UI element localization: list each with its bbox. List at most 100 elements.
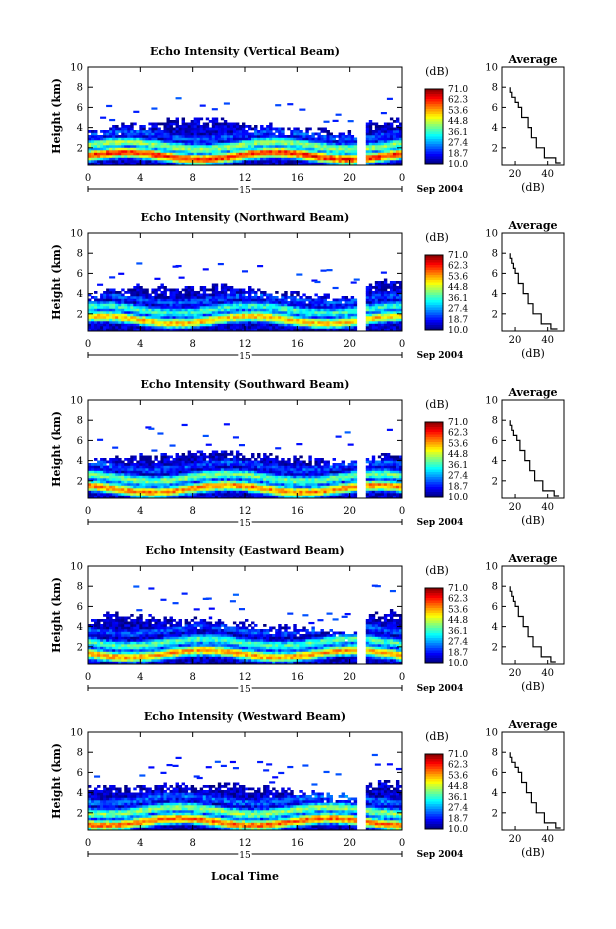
heatmap-cell — [368, 321, 373, 324]
heatmap-cell — [305, 483, 309, 486]
heatmap-cell — [284, 478, 288, 481]
heatmap-cell — [281, 137, 285, 141]
heatmap-cell — [193, 125, 198, 128]
heatmap-cell — [169, 483, 173, 486]
heatmap-cell — [232, 478, 237, 481]
heatmap-cell — [148, 296, 152, 299]
heatmap-cell — [127, 318, 131, 322]
heatmap-cell — [299, 490, 303, 494]
heatmap-cell — [238, 488, 243, 491]
heatmap-cell — [151, 155, 155, 158]
heatmap-cell — [217, 453, 222, 456]
heatmap-cell — [130, 125, 134, 128]
heatmap-cell — [109, 160, 113, 163]
heatmap-cell — [100, 142, 104, 146]
heatmap-cell — [97, 162, 101, 166]
heatmap-cell — [232, 473, 237, 476]
heatmap-cell — [320, 150, 324, 153]
heatmap-cell — [148, 160, 152, 163]
heatmap-cell — [178, 313, 182, 317]
heatmap-cell — [377, 137, 382, 141]
heatmap-cell — [115, 157, 119, 161]
heatmap-cell — [130, 293, 134, 297]
heatmap-cell — [91, 150, 95, 153]
heatmap-cell — [257, 145, 261, 148]
heatmap-cell — [214, 155, 219, 158]
heatmap-cell — [181, 142, 186, 146]
heatmap-cell — [398, 140, 403, 143]
heatmap-cell — [323, 475, 327, 479]
colorbar-swatch — [425, 121, 443, 125]
heatmap-cell — [311, 150, 315, 153]
heatmap-cell — [97, 480, 101, 484]
heatmap-cell — [202, 286, 207, 289]
heatmap-cell — [344, 326, 349, 329]
heatmap-cell — [199, 142, 204, 146]
colorbar-swatch — [425, 260, 443, 263]
heatmap-cell — [220, 142, 225, 146]
heatmap-cell — [323, 313, 327, 317]
heatmap-cell — [290, 485, 294, 489]
colorbar-swatch — [425, 161, 443, 165]
heatmap-cell — [302, 137, 306, 141]
heatmap-cell — [238, 311, 243, 314]
heatmap-cell — [133, 291, 137, 294]
heatmap-cell — [323, 301, 327, 304]
heatmap-cell — [235, 125, 240, 128]
heatmap-cell — [223, 478, 228, 481]
heatmap-cell — [383, 135, 388, 138]
heatmap-cell — [371, 135, 376, 138]
heatmap-cell — [281, 485, 285, 489]
heatmap-cell — [199, 313, 204, 317]
colorbar-swatch — [425, 307, 443, 311]
heatmap-cell — [377, 483, 382, 486]
heatmap-cell — [100, 293, 104, 297]
heatmap-cell — [275, 127, 279, 131]
heatmap-cell — [263, 493, 267, 496]
heatmap-cell — [241, 306, 246, 309]
heatmap-cell — [293, 155, 297, 158]
heatmap-cell — [211, 455, 216, 459]
heatmap-cell — [344, 323, 349, 327]
heatmap-cell — [124, 150, 128, 153]
heatmap-cell — [223, 450, 228, 454]
heatmap-cell — [172, 493, 176, 496]
heatmap-cell — [353, 485, 358, 489]
heatmap-cell — [284, 160, 288, 163]
heatmap-cell — [163, 470, 167, 474]
heatmap-cell — [172, 311, 176, 314]
heatmap-cell — [205, 316, 210, 319]
heatmap-cell — [241, 137, 246, 141]
heatmap-cell — [214, 478, 219, 481]
heatmap-cell — [260, 301, 264, 304]
heatmap-cell — [175, 475, 179, 479]
heatmap-cell — [193, 301, 198, 304]
heatmap-cell — [293, 132, 297, 136]
heatmap-cell — [124, 483, 128, 486]
heatmap-cell — [169, 468, 173, 471]
heatmap-cell — [395, 293, 400, 297]
heatmap-cell — [139, 470, 143, 474]
heatmap-cell — [329, 152, 333, 156]
heatmap-cell — [163, 162, 167, 166]
heatmap-cell — [160, 463, 164, 466]
heatmap-cell — [133, 318, 137, 322]
heatmap-cell — [208, 162, 213, 166]
heatmap-cell — [296, 145, 300, 148]
heatmap-cell — [293, 311, 297, 314]
heatmap-cell — [112, 306, 116, 309]
heatmap-cell — [136, 155, 140, 158]
heatmap-cell — [229, 326, 234, 329]
heatmap-cell — [187, 328, 192, 332]
heatmap-cell — [148, 293, 152, 297]
heatmap-cell — [284, 147, 288, 151]
heatmap-cell — [196, 132, 201, 136]
colorbar-swatch — [425, 305, 443, 308]
heatmap-cell — [91, 485, 95, 489]
heatmap-cell — [160, 150, 164, 153]
heatmap-cell — [94, 313, 98, 317]
heatmap-cell — [251, 303, 255, 307]
heatmap-cell — [266, 296, 270, 299]
heatmap-cell — [266, 152, 270, 156]
heatmap-cell — [157, 463, 161, 466]
